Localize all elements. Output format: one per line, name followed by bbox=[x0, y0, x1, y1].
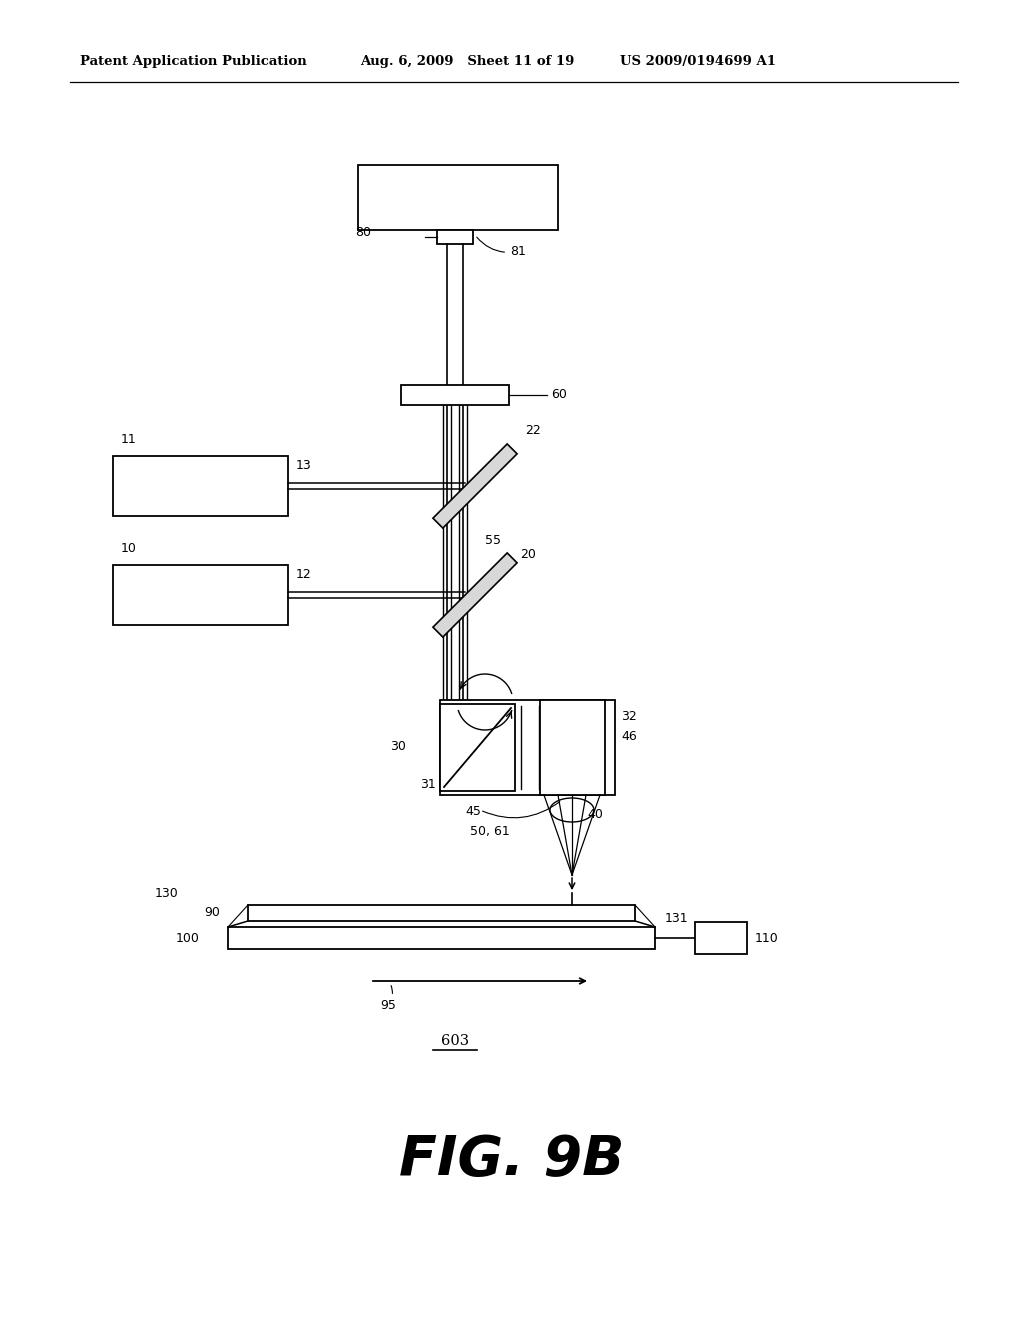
Text: 55: 55 bbox=[485, 533, 501, 546]
Text: 90: 90 bbox=[204, 907, 220, 920]
Text: 110: 110 bbox=[755, 932, 778, 945]
Bar bbox=[113, 565, 288, 624]
Text: 10: 10 bbox=[121, 543, 137, 554]
Bar bbox=[228, 927, 655, 949]
Bar bbox=[540, 700, 605, 795]
Text: 81: 81 bbox=[477, 238, 526, 257]
Text: US 2009/0194699 A1: US 2009/0194699 A1 bbox=[620, 55, 776, 69]
Bar bbox=[440, 704, 515, 791]
Bar bbox=[358, 165, 558, 230]
Bar bbox=[248, 906, 635, 921]
Bar bbox=[437, 230, 473, 244]
Text: 32: 32 bbox=[621, 710, 637, 723]
Text: 46: 46 bbox=[621, 730, 637, 743]
Text: 30: 30 bbox=[390, 741, 406, 754]
Text: 100: 100 bbox=[176, 932, 200, 945]
Text: 11: 11 bbox=[121, 433, 137, 446]
Text: 603: 603 bbox=[441, 1034, 469, 1048]
Text: 13: 13 bbox=[296, 459, 311, 473]
Text: 95: 95 bbox=[380, 986, 396, 1012]
Text: 12: 12 bbox=[296, 568, 311, 581]
Text: 50, 61: 50, 61 bbox=[470, 825, 510, 838]
Text: 80: 80 bbox=[355, 227, 371, 239]
Text: Aug. 6, 2009   Sheet 11 of 19: Aug. 6, 2009 Sheet 11 of 19 bbox=[360, 55, 574, 69]
Bar bbox=[440, 700, 615, 795]
Text: FIG. 9B: FIG. 9B bbox=[399, 1133, 625, 1187]
Bar bbox=[401, 385, 509, 405]
Bar bbox=[695, 921, 746, 954]
Text: 20: 20 bbox=[520, 549, 536, 561]
Text: Patent Application Publication: Patent Application Publication bbox=[80, 55, 307, 69]
Text: 60: 60 bbox=[551, 388, 567, 401]
Text: 40: 40 bbox=[587, 808, 603, 821]
Polygon shape bbox=[433, 444, 517, 528]
Text: 45: 45 bbox=[465, 805, 481, 818]
Polygon shape bbox=[433, 553, 517, 638]
Bar bbox=[113, 455, 288, 516]
Text: 130: 130 bbox=[155, 887, 178, 900]
Text: 22: 22 bbox=[525, 425, 541, 437]
Text: 31: 31 bbox=[420, 777, 436, 791]
Text: 131: 131 bbox=[665, 912, 688, 924]
